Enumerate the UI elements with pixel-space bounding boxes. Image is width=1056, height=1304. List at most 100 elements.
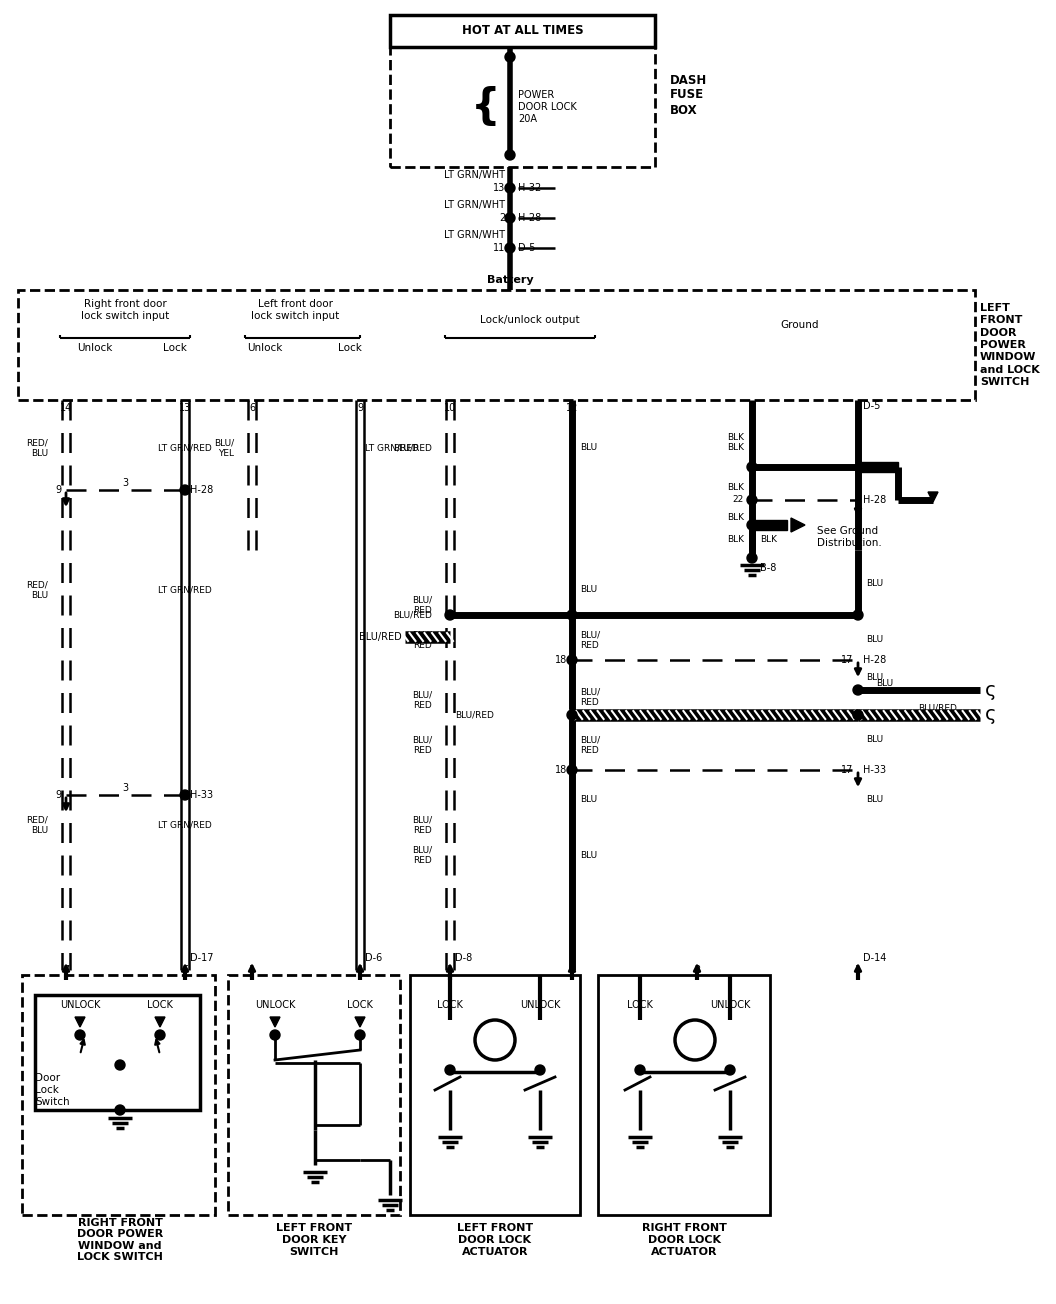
Text: BLU/
RED: BLU/ RED xyxy=(412,630,432,649)
Circle shape xyxy=(180,485,190,496)
Text: BLK: BLK xyxy=(727,536,744,545)
Circle shape xyxy=(635,1065,645,1074)
Text: BLU: BLU xyxy=(866,673,883,682)
Text: Left front door
lock switch input: Left front door lock switch input xyxy=(251,299,339,321)
Text: DASH
FUSE
BOX: DASH FUSE BOX xyxy=(670,73,708,116)
Polygon shape xyxy=(75,1017,84,1028)
Text: LT GRN/RED: LT GRN/RED xyxy=(365,443,419,452)
Text: LT GRN/WHT: LT GRN/WHT xyxy=(444,170,505,180)
Text: BLK: BLK xyxy=(727,514,744,523)
Text: 9: 9 xyxy=(357,403,363,413)
Text: H-32: H-32 xyxy=(518,183,542,193)
Text: BLU/
RED: BLU/ RED xyxy=(412,690,432,709)
Text: UNLOCK: UNLOCK xyxy=(254,1000,296,1011)
Circle shape xyxy=(747,553,757,563)
Text: 4: 4 xyxy=(357,965,363,975)
Text: 17: 17 xyxy=(841,655,853,665)
Text: B-8: B-8 xyxy=(760,563,776,572)
Bar xyxy=(35,995,200,1110)
Polygon shape xyxy=(928,492,938,502)
Text: BLU/RED: BLU/RED xyxy=(918,703,957,712)
Text: 6: 6 xyxy=(182,965,188,975)
Circle shape xyxy=(355,1030,365,1041)
Text: 18: 18 xyxy=(554,655,567,665)
Text: RED/
BLU: RED/ BLU xyxy=(26,815,48,835)
Text: See Ground
Distribution.: See Ground Distribution. xyxy=(817,527,882,548)
Circle shape xyxy=(675,1020,715,1060)
Bar xyxy=(22,975,215,1215)
Text: H-33: H-33 xyxy=(190,790,213,799)
Polygon shape xyxy=(791,518,805,532)
Text: BLU/
RED: BLU/ RED xyxy=(412,845,432,865)
Text: BLU/RED: BLU/RED xyxy=(393,443,432,452)
Text: BLU/
RED: BLU/ RED xyxy=(580,687,600,707)
Circle shape xyxy=(747,496,757,505)
Polygon shape xyxy=(270,1017,280,1028)
Circle shape xyxy=(445,610,455,619)
Text: 12: 12 xyxy=(566,403,579,413)
Bar xyxy=(18,289,975,400)
Text: Ground: Ground xyxy=(780,319,819,330)
Text: LT GRN/RED: LT GRN/RED xyxy=(158,443,212,452)
Text: BLU/
RED: BLU/ RED xyxy=(412,815,432,835)
Text: BLK: BLK xyxy=(760,536,777,545)
Text: UNLOCK: UNLOCK xyxy=(60,1000,100,1011)
Text: ς: ς xyxy=(985,681,997,699)
Text: 18: 18 xyxy=(554,765,567,775)
Text: LT GRN/WHT: LT GRN/WHT xyxy=(444,200,505,210)
Circle shape xyxy=(180,790,190,799)
Text: Door
Lock
Switch: Door Lock Switch xyxy=(35,1073,70,1107)
Text: LOCK: LOCK xyxy=(147,1000,173,1011)
Text: BLU: BLU xyxy=(866,795,883,805)
Text: UNLOCK: UNLOCK xyxy=(710,1000,750,1011)
Text: POWER
DOOR LOCK
20A: POWER DOOR LOCK 20A xyxy=(518,90,577,124)
Text: BLU: BLU xyxy=(580,795,597,805)
Text: LT GRN/WHT: LT GRN/WHT xyxy=(444,230,505,240)
Text: 17: 17 xyxy=(841,765,853,775)
Text: BLU: BLU xyxy=(866,735,883,745)
Text: 1: 1 xyxy=(447,965,453,975)
Text: HOT AT ALL TIMES: HOT AT ALL TIMES xyxy=(461,25,583,38)
Circle shape xyxy=(725,1065,735,1074)
Bar xyxy=(857,462,898,472)
Circle shape xyxy=(567,709,577,720)
Text: 9: 9 xyxy=(55,485,61,496)
Text: D-8: D-8 xyxy=(455,953,472,962)
Text: 3: 3 xyxy=(122,479,129,488)
Text: LOCK: LOCK xyxy=(627,1000,653,1011)
Text: Battery: Battery xyxy=(487,275,533,286)
Text: 9: 9 xyxy=(55,790,61,799)
Text: BLU: BLU xyxy=(580,850,597,859)
Circle shape xyxy=(270,1030,280,1041)
Text: BLU/
RED: BLU/ RED xyxy=(580,735,600,755)
Text: D-5: D-5 xyxy=(863,402,881,411)
Text: BLU/RED: BLU/RED xyxy=(359,632,402,642)
Circle shape xyxy=(567,765,577,775)
Text: 6: 6 xyxy=(249,403,256,413)
Text: M: M xyxy=(689,1034,701,1047)
Text: LT GRN/RED: LT GRN/RED xyxy=(158,820,212,829)
Text: BLK: BLK xyxy=(727,482,744,492)
Text: 14: 14 xyxy=(60,403,72,413)
Bar xyxy=(390,47,655,167)
Polygon shape xyxy=(155,1017,165,1028)
Text: H-28: H-28 xyxy=(863,496,886,505)
Circle shape xyxy=(115,1060,125,1071)
Text: Lock/unlock output: Lock/unlock output xyxy=(480,316,580,325)
Text: BLK: BLK xyxy=(727,443,744,452)
Bar xyxy=(598,975,770,1215)
Text: 2: 2 xyxy=(694,965,700,975)
Text: LOCK: LOCK xyxy=(437,1000,463,1011)
Text: {: { xyxy=(470,86,499,128)
Text: LEFT FRONT
DOOR KEY
SWITCH: LEFT FRONT DOOR KEY SWITCH xyxy=(276,1223,352,1257)
Circle shape xyxy=(505,150,515,160)
Circle shape xyxy=(505,243,515,253)
Text: 1: 1 xyxy=(249,965,256,975)
Text: LEFT FRONT
DOOR LOCK
ACTUATOR: LEFT FRONT DOOR LOCK ACTUATOR xyxy=(457,1223,533,1257)
Circle shape xyxy=(115,1104,125,1115)
Circle shape xyxy=(567,655,577,665)
Text: 22: 22 xyxy=(733,496,744,505)
Circle shape xyxy=(505,213,515,223)
Text: 10: 10 xyxy=(444,403,456,413)
Text: BLU: BLU xyxy=(580,443,597,452)
